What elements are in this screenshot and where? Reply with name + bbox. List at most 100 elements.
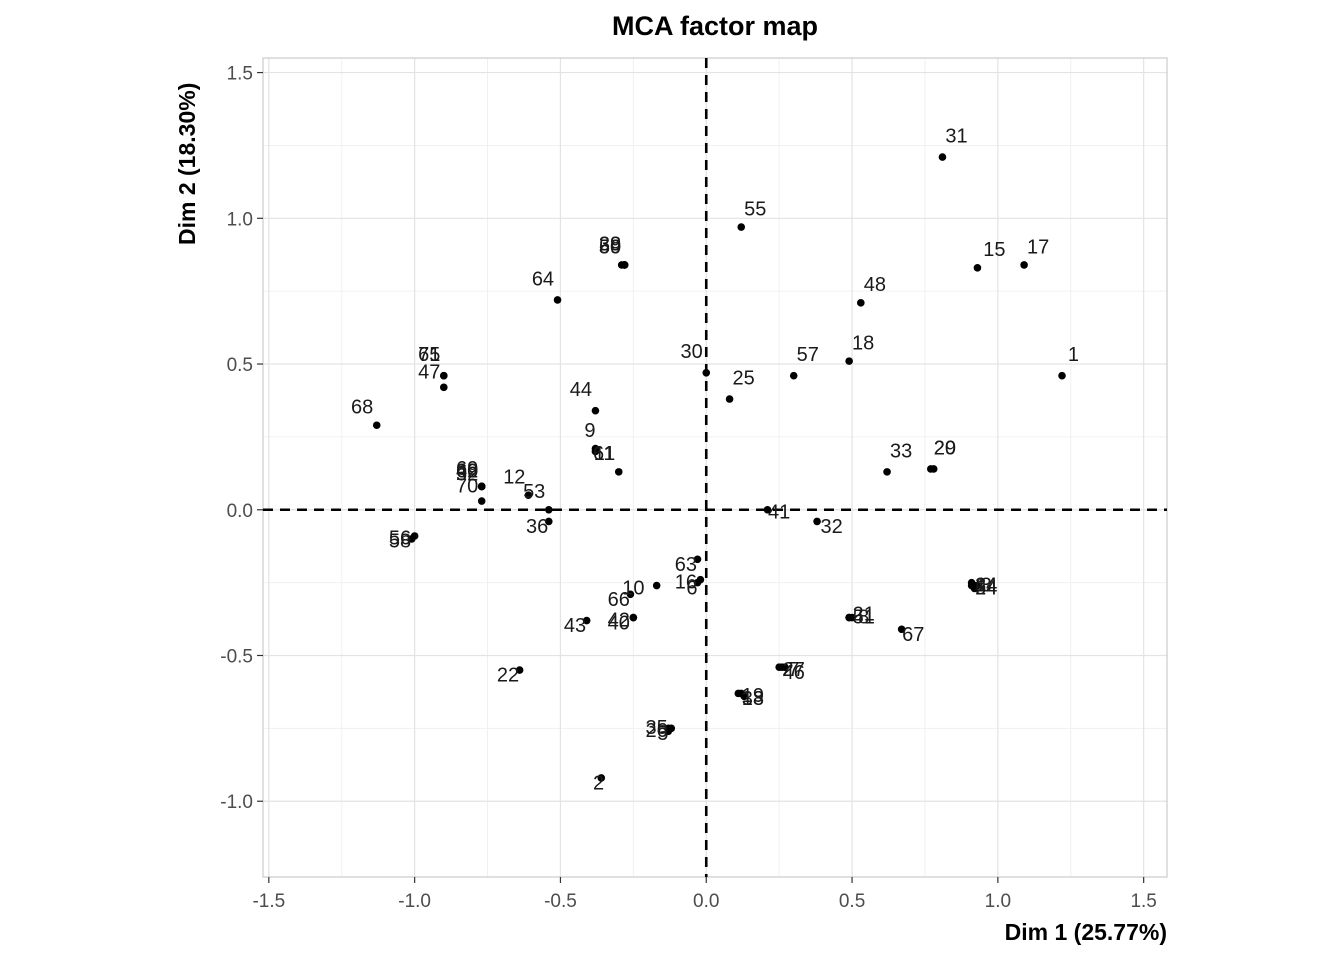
reference-lines: [263, 58, 1167, 877]
point-label-62: 62: [456, 461, 478, 483]
point-label-9: 9: [584, 420, 595, 442]
point-label-60: 60: [456, 461, 478, 483]
point-33: [883, 468, 891, 476]
point-16: [693, 578, 702, 587]
point-label-30: 30: [681, 341, 703, 363]
point-label-27: 27: [783, 659, 805, 681]
point-label-29: 29: [934, 437, 956, 459]
y-tick-label: 1.0: [227, 209, 253, 230]
point-label-39: 39: [599, 233, 621, 255]
point-label-33: 33: [890, 440, 912, 462]
points-layer: [372, 153, 1066, 782]
x-tick-label: -1.5: [252, 891, 285, 912]
point-label-51: 51: [853, 606, 875, 628]
point-labels-layer: 1256910111213141516171819202122252627282…: [351, 126, 1079, 795]
y-tick-label: -1.0: [220, 792, 253, 813]
point-label-67: 67: [902, 624, 924, 646]
point-15: [973, 264, 982, 272]
x-tick-label: -0.5: [544, 891, 577, 912]
y-axis-title: Dim 2 (18.30%): [174, 83, 200, 245]
point-55: [737, 223, 746, 231]
point-67: [897, 625, 906, 634]
point-11: [591, 447, 600, 456]
point-label-32: 32: [821, 516, 843, 538]
point-70: [477, 497, 486, 505]
point-label-64: 64: [532, 268, 554, 290]
point-label-43: 43: [564, 615, 586, 637]
major-gridlines: [263, 58, 1167, 877]
point-54: [967, 581, 976, 590]
point-58: [407, 535, 416, 543]
point-label-52: 52: [456, 464, 478, 486]
y-axis-ticks: -1.0 -0.5 0.0 0.5 1.0 1.5: [220, 64, 263, 813]
point-label-59: 59: [599, 236, 621, 258]
y-tick-label: 1.5: [227, 64, 253, 85]
point-2: [597, 774, 606, 782]
point-57: [789, 371, 798, 380]
point-61: [614, 468, 623, 476]
point-47: [440, 383, 448, 392]
minor-gridlines: [263, 58, 1167, 877]
point-43: [582, 616, 591, 625]
point-label-49: 49: [456, 461, 478, 483]
point-51: [848, 613, 856, 622]
plot-panel: [263, 58, 1167, 877]
point-label-50: 50: [599, 236, 621, 258]
point-59: [617, 261, 626, 269]
point-label-31: 31: [945, 126, 967, 148]
point-label-71: 71: [418, 344, 440, 366]
point-label-53: 53: [523, 481, 545, 503]
x-tick-label: -1.0: [398, 891, 431, 912]
point-42: [629, 613, 638, 622]
point-label-35: 35: [646, 717, 668, 739]
point-69: [477, 482, 486, 491]
point-label-10: 10: [622, 577, 644, 599]
point-label-16: 16: [675, 571, 697, 593]
point-label-46: 46: [783, 662, 805, 684]
point-38: [734, 689, 743, 698]
point-label-28: 28: [599, 233, 621, 255]
point-label-26: 26: [646, 720, 668, 742]
point-label-40: 40: [608, 612, 630, 634]
point-label-54: 54: [975, 577, 997, 599]
x-axis-ticks: -1.5 -1.0 -0.5 0.0 0.5 1.0 1.5: [252, 877, 1157, 912]
point-label-47: 47: [418, 362, 440, 384]
point-label-66: 66: [608, 589, 630, 611]
point-label-18: 18: [852, 332, 874, 354]
point-label-36: 36: [526, 516, 548, 538]
x-tick-label: 1.5: [1130, 891, 1156, 912]
point-label-8: 8: [858, 606, 869, 628]
point-label-69: 69: [456, 458, 478, 480]
point-44: [591, 406, 600, 415]
point-17: [1020, 261, 1028, 269]
point-46: [775, 663, 783, 671]
point-68: [372, 421, 381, 430]
point-label-2: 2: [593, 773, 604, 795]
point-label-13: 13: [742, 688, 764, 710]
point-label-11: 11: [594, 443, 615, 465]
point-label-7: 7: [788, 659, 799, 681]
point-30: [702, 368, 711, 377]
point-64: [553, 296, 562, 304]
point-label-41: 41: [768, 502, 790, 524]
point-label-44: 44: [570, 379, 592, 401]
point-label-58: 58: [389, 531, 411, 553]
point-1: [1058, 371, 1066, 380]
point-66: [652, 581, 661, 590]
point-10: [626, 590, 635, 599]
point-label-3: 3: [981, 574, 992, 596]
point-31: [938, 153, 947, 161]
point-71: [440, 371, 448, 380]
point-53: [544, 505, 553, 514]
x-tick-label: 0.0: [693, 891, 719, 912]
point-label-24: 24: [975, 577, 997, 599]
chart-title: MCA factor map: [612, 11, 818, 41]
point-label-56: 56: [389, 528, 411, 550]
point-label-42: 42: [608, 609, 630, 631]
point-label-21: 21: [853, 604, 875, 626]
point-label-14: 14: [975, 574, 997, 596]
point-label-70: 70: [456, 475, 478, 497]
point-25: [725, 395, 734, 403]
point-18: [845, 357, 853, 365]
